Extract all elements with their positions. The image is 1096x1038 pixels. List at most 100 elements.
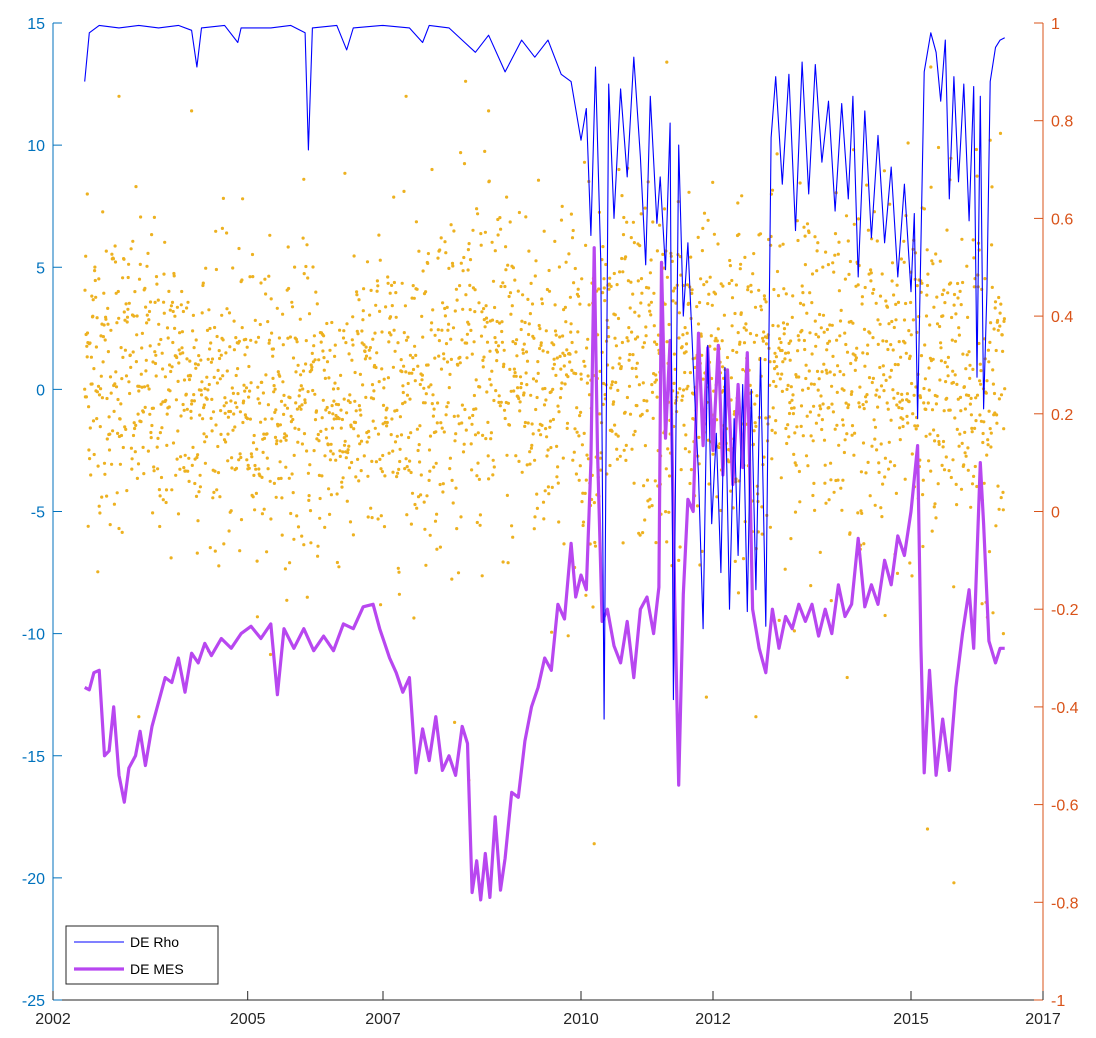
scatter-point bbox=[525, 463, 529, 467]
scatter-point bbox=[938, 259, 942, 263]
scatter-point bbox=[1002, 319, 1006, 323]
scatter-point bbox=[805, 222, 810, 226]
scatter-point bbox=[277, 336, 281, 340]
scatter-point bbox=[477, 301, 481, 305]
scatter-point bbox=[512, 389, 516, 393]
scatter-point bbox=[693, 365, 697, 370]
scatter-point bbox=[245, 458, 249, 462]
scatter-point bbox=[95, 316, 99, 320]
scatter-point bbox=[232, 348, 236, 352]
scatter-point bbox=[145, 264, 149, 268]
scatter-point bbox=[833, 253, 837, 257]
scatter-point bbox=[254, 340, 258, 344]
scatter-point bbox=[304, 362, 308, 366]
scatter-point bbox=[341, 336, 346, 340]
scatter-point bbox=[177, 348, 181, 352]
scatter-point bbox=[297, 427, 301, 431]
scatter-point bbox=[791, 393, 795, 397]
scatter-point bbox=[192, 346, 196, 350]
scatter-point bbox=[468, 308, 472, 312]
scatter-point bbox=[925, 248, 929, 252]
scatter-point bbox=[140, 331, 144, 335]
scatter-point bbox=[806, 464, 810, 468]
scatter-point bbox=[805, 414, 809, 418]
scatter-point bbox=[436, 401, 440, 405]
scatter-series-layer bbox=[83, 60, 1007, 885]
scatter-point bbox=[950, 315, 954, 320]
scatter-point bbox=[408, 353, 412, 357]
scatter-point bbox=[861, 441, 866, 445]
scatter-point bbox=[114, 370, 118, 374]
scatter-point bbox=[630, 330, 634, 334]
scatter-point bbox=[784, 426, 788, 431]
scatter-point bbox=[614, 432, 618, 436]
scatter-point bbox=[952, 303, 956, 307]
scatter-point bbox=[149, 436, 153, 440]
scatter-point bbox=[716, 242, 720, 246]
scatter-point bbox=[431, 308, 435, 312]
scatter-point bbox=[973, 426, 977, 430]
scatter-point bbox=[997, 507, 1001, 511]
scatter-point bbox=[556, 465, 560, 469]
scatter-point bbox=[284, 465, 288, 469]
scatter-point bbox=[396, 471, 400, 475]
scatter-point bbox=[827, 498, 831, 502]
scatter-point bbox=[620, 340, 625, 345]
scatter-point bbox=[939, 346, 943, 350]
scatter-point bbox=[762, 294, 767, 298]
scatter-point bbox=[478, 385, 482, 389]
scatter-point bbox=[471, 413, 475, 418]
scatter-point bbox=[320, 416, 324, 420]
scatter-point bbox=[417, 443, 421, 447]
scatter-point bbox=[426, 261, 430, 265]
scatter-point bbox=[936, 145, 941, 150]
scatter-point bbox=[427, 478, 431, 482]
scatter-point bbox=[921, 544, 925, 549]
scatter-point bbox=[853, 353, 857, 357]
scatter-point bbox=[695, 305, 699, 309]
scatter-point bbox=[816, 335, 821, 339]
scatter-point bbox=[130, 467, 134, 471]
scatter-point bbox=[456, 571, 461, 575]
scatter-point bbox=[705, 280, 709, 284]
scatter-point bbox=[813, 508, 817, 512]
scatter-point bbox=[253, 463, 257, 468]
scatter-point bbox=[467, 322, 471, 326]
scatter-point bbox=[275, 306, 279, 310]
scatter-point bbox=[170, 300, 175, 304]
scatter-point bbox=[559, 367, 563, 371]
scatter-point bbox=[321, 349, 325, 353]
scatter-point bbox=[134, 423, 138, 427]
scatter-point bbox=[978, 379, 982, 383]
scatter-point bbox=[926, 401, 930, 405]
scatter-point bbox=[822, 438, 827, 442]
scatter-point bbox=[579, 372, 583, 376]
scatter-point bbox=[956, 281, 960, 286]
scatter-point bbox=[393, 440, 398, 444]
scatter-point bbox=[618, 454, 622, 458]
scatter-point bbox=[501, 365, 506, 369]
scatter-point bbox=[947, 469, 951, 473]
scatter-point bbox=[663, 302, 667, 306]
scatter-point bbox=[778, 377, 782, 381]
scatter-point bbox=[598, 456, 603, 460]
scatter-point bbox=[323, 525, 327, 530]
scatter-point bbox=[110, 462, 114, 466]
scatter-point bbox=[487, 179, 491, 183]
scatter-point bbox=[831, 261, 835, 265]
scatter-point bbox=[569, 322, 573, 326]
scatter-point bbox=[536, 178, 541, 182]
scatter-point bbox=[614, 344, 619, 348]
scatter-point bbox=[699, 277, 703, 281]
scatter-point bbox=[123, 425, 127, 429]
scatter-point bbox=[191, 329, 195, 333]
scatter-point bbox=[782, 287, 786, 291]
scatter-point bbox=[827, 339, 832, 343]
scatter-point bbox=[814, 421, 819, 425]
scatter-point bbox=[679, 468, 683, 472]
scatter-point bbox=[493, 336, 497, 340]
scatter-point bbox=[972, 285, 976, 289]
scatter-point bbox=[831, 354, 835, 358]
scatter-point bbox=[818, 404, 822, 408]
scatter-point bbox=[470, 468, 474, 472]
